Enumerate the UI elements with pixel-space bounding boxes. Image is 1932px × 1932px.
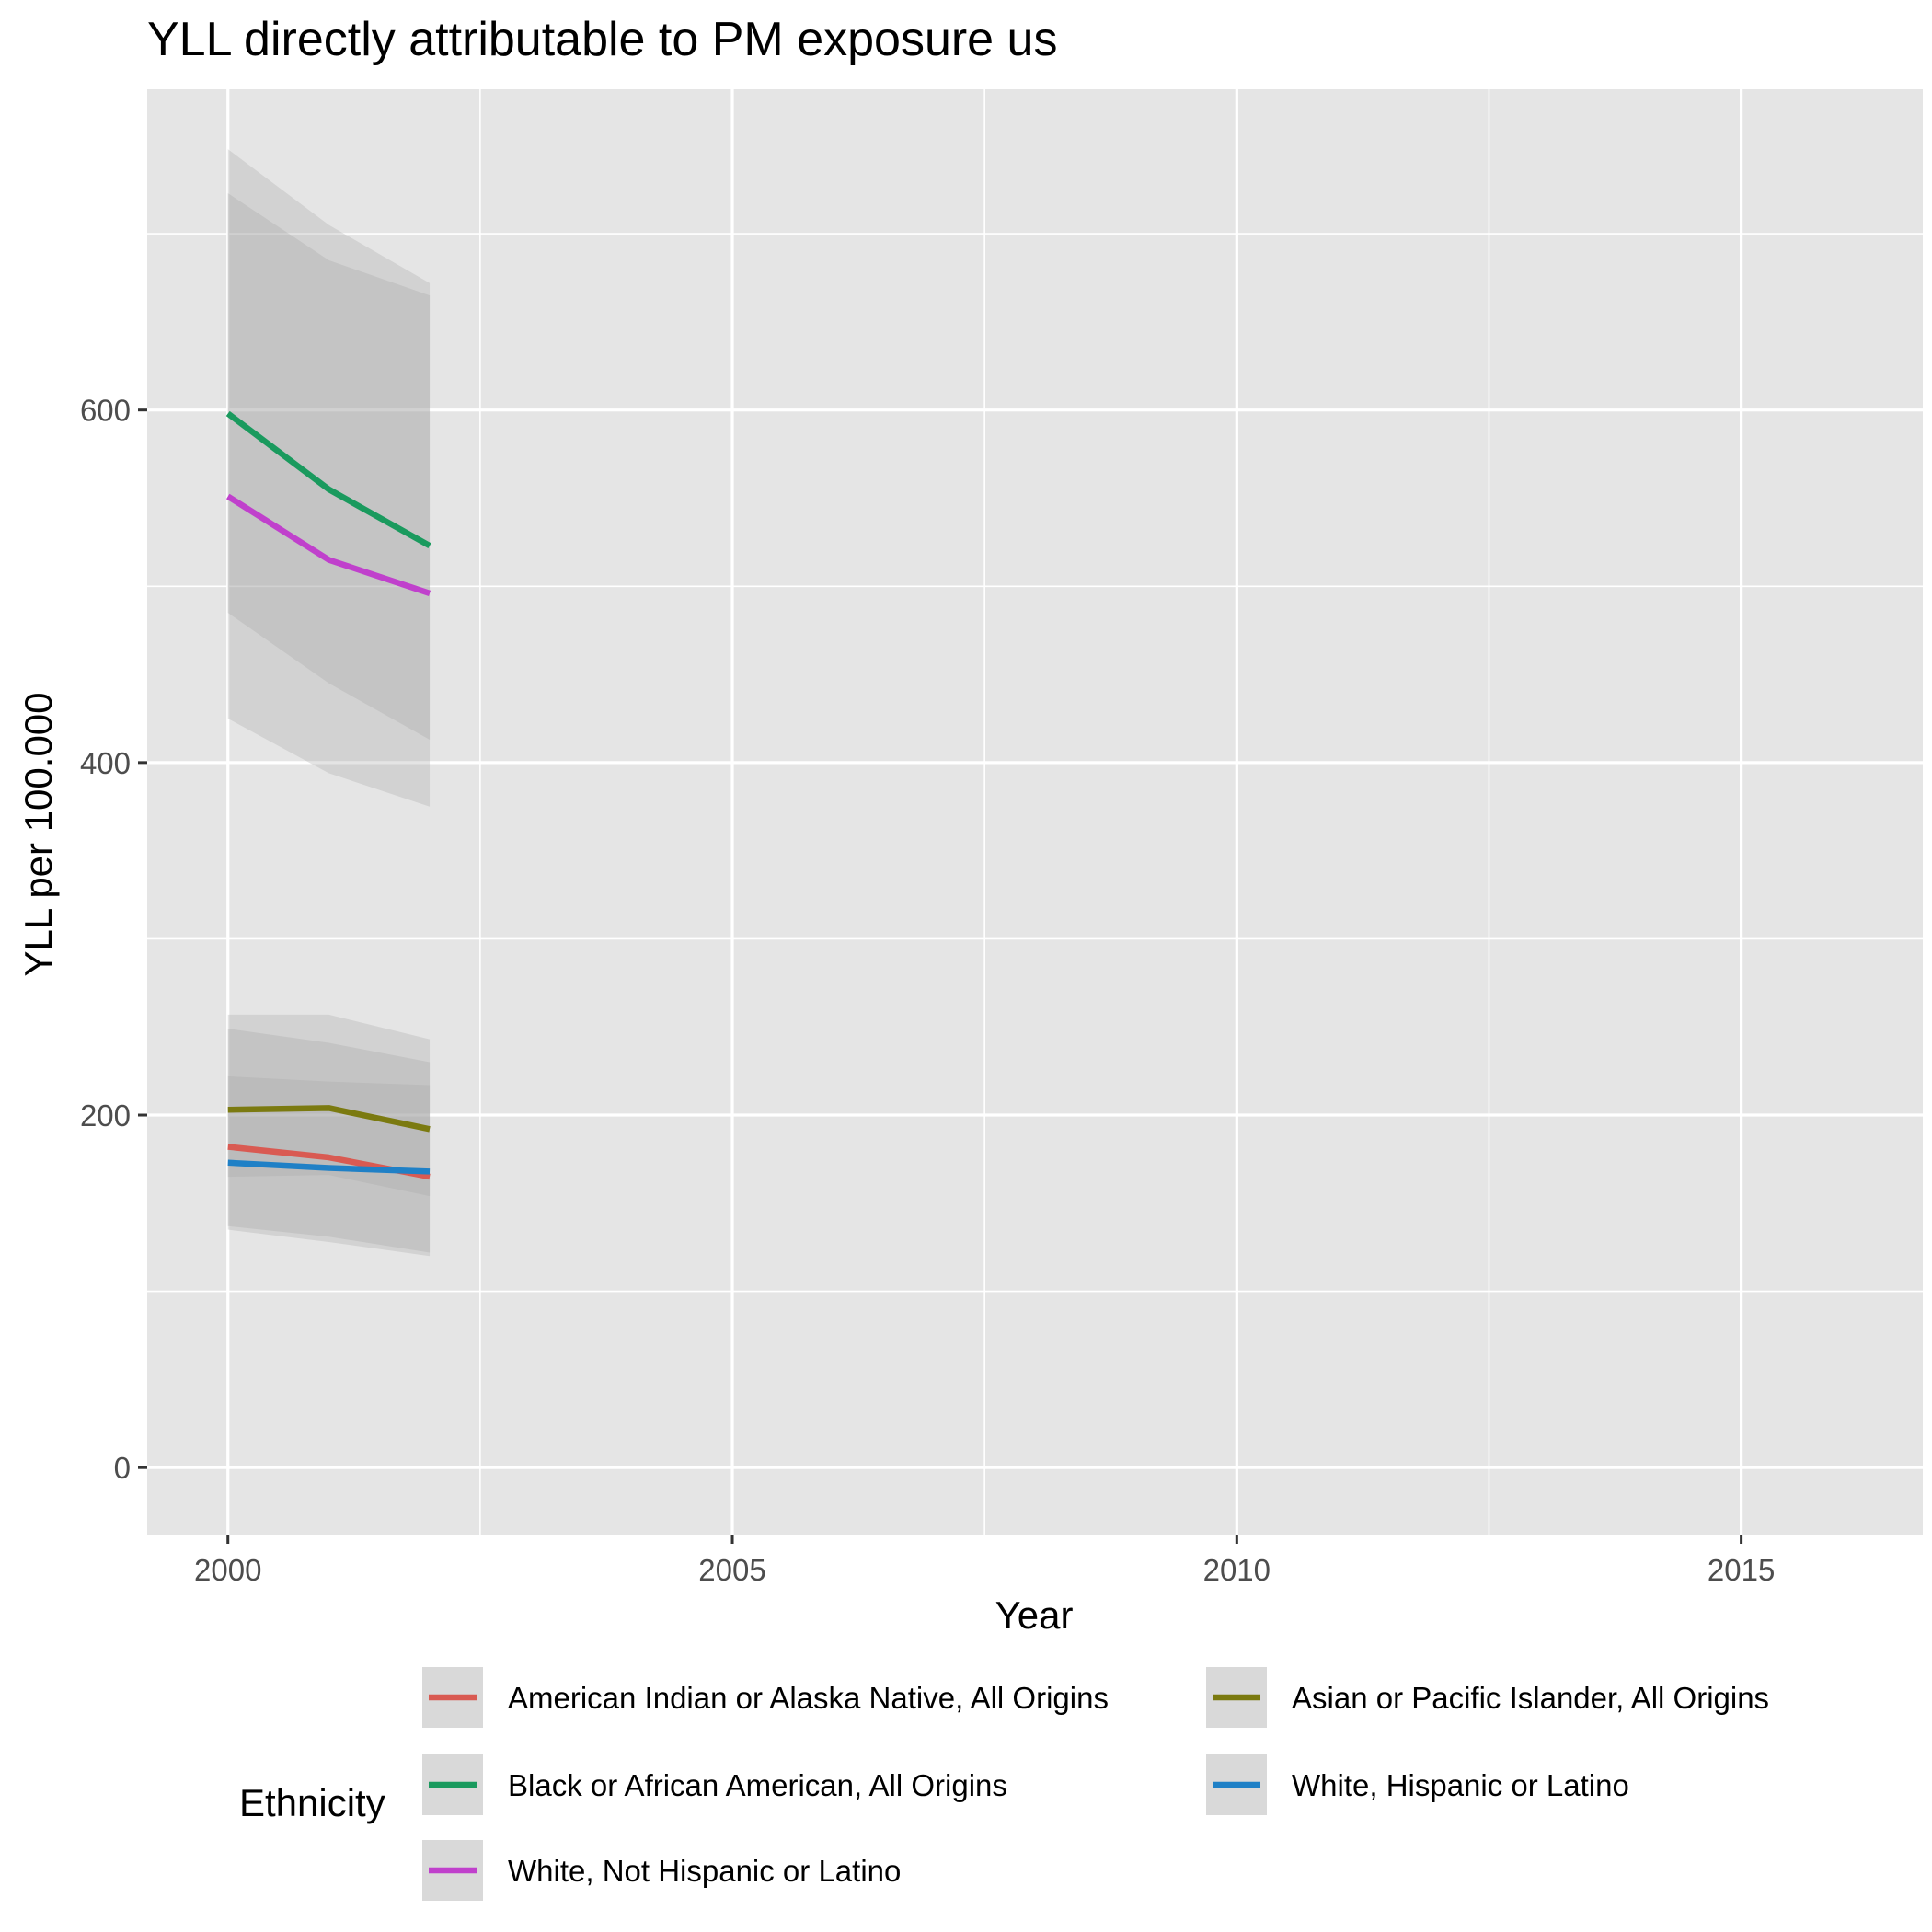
x-tick-label: 2010 [1203, 1553, 1271, 1587]
line-series-2 [225, 410, 431, 549]
ribbon-series-3 [227, 1014, 431, 1257]
chart-title: YLL directly attributable to PM exposure… [147, 13, 1057, 66]
line-series-3 [227, 1159, 431, 1175]
y-axis: 0 200 400 600 [80, 394, 147, 1485]
ribbon-series-4 [227, 149, 431, 807]
legend: Ethnicity American Indian or Alaska Nati… [239, 1665, 1769, 1903]
x-axis-title: Year [995, 1593, 1074, 1637]
line-series-4 [225, 493, 431, 597]
y-tick-label: 0 [114, 1451, 131, 1485]
y-tick-label: 600 [80, 394, 131, 428]
x-tick-label: 2000 [194, 1553, 261, 1587]
x-axis: 2000 2005 2010 2015 [194, 1535, 1775, 1587]
legend-title: Ethnicity [239, 1781, 385, 1824]
legend-label: White, Hispanic or Latino [1292, 1768, 1629, 1802]
line-series-1 [227, 1105, 431, 1133]
y-axis-title: YLL per 100.000 [17, 692, 60, 976]
legend-label: American Indian or Alaska Native, All Or… [508, 1681, 1109, 1715]
x-tick-label: 2015 [1708, 1553, 1775, 1587]
plot-panel [147, 89, 1923, 1535]
y-tick-label: 200 [80, 1098, 131, 1133]
minor-gridlines [147, 89, 1923, 1535]
y-tick-label: 400 [80, 746, 131, 780]
legend-label: Asian or Pacific Islander, All Origins [1292, 1681, 1769, 1715]
x-tick-label: 2005 [698, 1553, 765, 1587]
legend-label: White, Not Hispanic or Latino [508, 1854, 901, 1888]
series-lines [225, 410, 431, 1180]
confidence-ribbons [227, 149, 431, 1257]
major-gridlines [147, 89, 1923, 1535]
legend-label: Black or African American, All Origins [508, 1768, 1007, 1802]
ribbon-series-2 [227, 193, 431, 740]
